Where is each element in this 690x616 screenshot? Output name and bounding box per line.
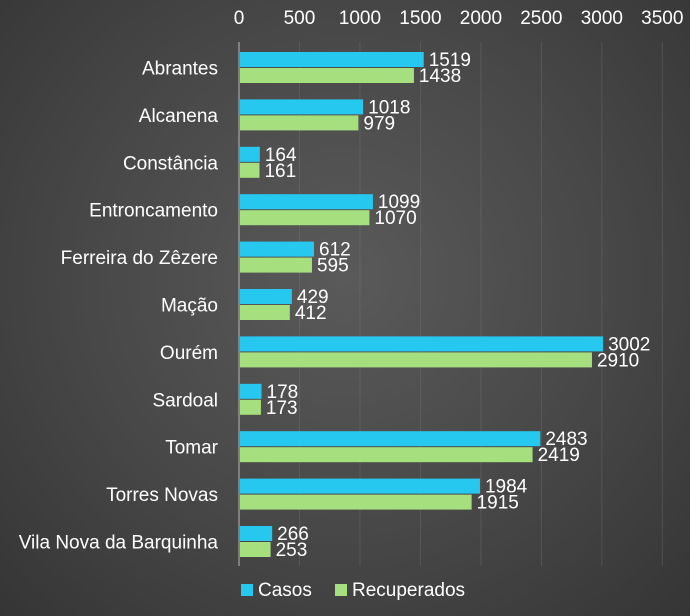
bar-recuperados (240, 257, 312, 273)
bar-casos (240, 194, 373, 210)
data-label-recuperados: 253 (276, 540, 308, 561)
category-label: Vila Nova da Barquinha (19, 533, 219, 554)
x-tick-label: 0 (234, 8, 245, 29)
bar-recuperados (240, 494, 472, 510)
x-tick-label: 2500 (520, 8, 562, 29)
data-label-recuperados: 1915 (477, 493, 519, 514)
data-label-casos: 1984 (485, 477, 528, 498)
data-label-casos: 178 (267, 382, 299, 403)
category-label: Tomar (165, 438, 218, 459)
category-label: Entroncamento (89, 201, 218, 222)
gridlines (298, 42, 663, 566)
bars (240, 52, 604, 557)
bar-casos (240, 336, 604, 352)
bar-recuperados (240, 115, 359, 131)
bar-casos (240, 146, 260, 162)
bar-casos (240, 431, 541, 447)
data-label-recuperados: 412 (295, 303, 327, 324)
legend: Casos Recuperados (241, 580, 465, 601)
bar-casos (240, 478, 480, 494)
bar-casos (240, 383, 262, 399)
data-label-recuperados: 979 (363, 113, 395, 134)
data-label-recuperados: 161 (264, 161, 296, 182)
category-label: Constância (123, 153, 218, 174)
category-label: Ourém (160, 343, 218, 364)
bar-recuperados (240, 399, 261, 415)
bar-casos (240, 99, 364, 115)
y-axis: Abrantes Alcanena Constância Entroncamento F… (19, 42, 240, 566)
x-axis: 0 500 1000 1500 2000 2500 3000 3500 (234, 8, 684, 29)
legend-swatch-recuperados (335, 584, 347, 596)
data-label-casos: 3002 (608, 334, 650, 355)
x-tick-label: 3500 (641, 8, 683, 29)
category-label: Abrantes (142, 59, 218, 80)
data-label-recuperados: 595 (317, 256, 349, 277)
x-tick-label: 500 (284, 8, 316, 29)
data-label-recuperados: 1070 (374, 208, 416, 229)
bar-recuperados (240, 305, 290, 320)
data-label-casos: 429 (297, 287, 329, 308)
data-label-recuperados: 2910 (597, 350, 639, 371)
bar-casos (240, 526, 273, 541)
data-label-casos: 1099 (378, 192, 420, 213)
bar-recuperados (240, 210, 370, 226)
bar-recuperados (240, 68, 414, 83)
x-tick-label: 1000 (339, 8, 381, 29)
bar-recuperados (240, 352, 592, 368)
data-label-casos: 266 (277, 524, 309, 545)
bar-casos (240, 241, 315, 257)
bar-casos (240, 289, 292, 304)
data-label-casos: 1519 (429, 50, 471, 71)
bar-casos (240, 52, 424, 67)
x-tick-label: 2000 (460, 8, 502, 29)
x-tick-label: 3000 (581, 8, 623, 29)
legend-label-recuperados: Recuperados (352, 580, 465, 601)
bar-recuperados (240, 542, 271, 557)
legend-swatch-casos (241, 584, 253, 596)
data-label-recuperados: 1438 (419, 66, 461, 87)
category-label: Ferreira do Zêzere (61, 248, 218, 269)
category-label: Alcanena (139, 106, 219, 127)
data-label-casos: 164 (265, 145, 297, 166)
category-label: Mação (161, 296, 218, 317)
category-label: Torres Novas (106, 485, 218, 506)
data-label-recuperados: 2419 (538, 445, 580, 466)
category-label: Sardoal (153, 390, 219, 411)
data-label-casos: 1018 (368, 97, 410, 118)
x-tick-label: 1500 (399, 8, 441, 29)
data-label-casos: 2483 (545, 429, 587, 450)
data-label-recuperados: 173 (266, 398, 298, 419)
data-label-casos: 612 (319, 240, 351, 261)
bar-recuperados (240, 162, 260, 178)
legend-label-casos: Casos (258, 580, 312, 601)
bar-recuperados (240, 447, 533, 463)
